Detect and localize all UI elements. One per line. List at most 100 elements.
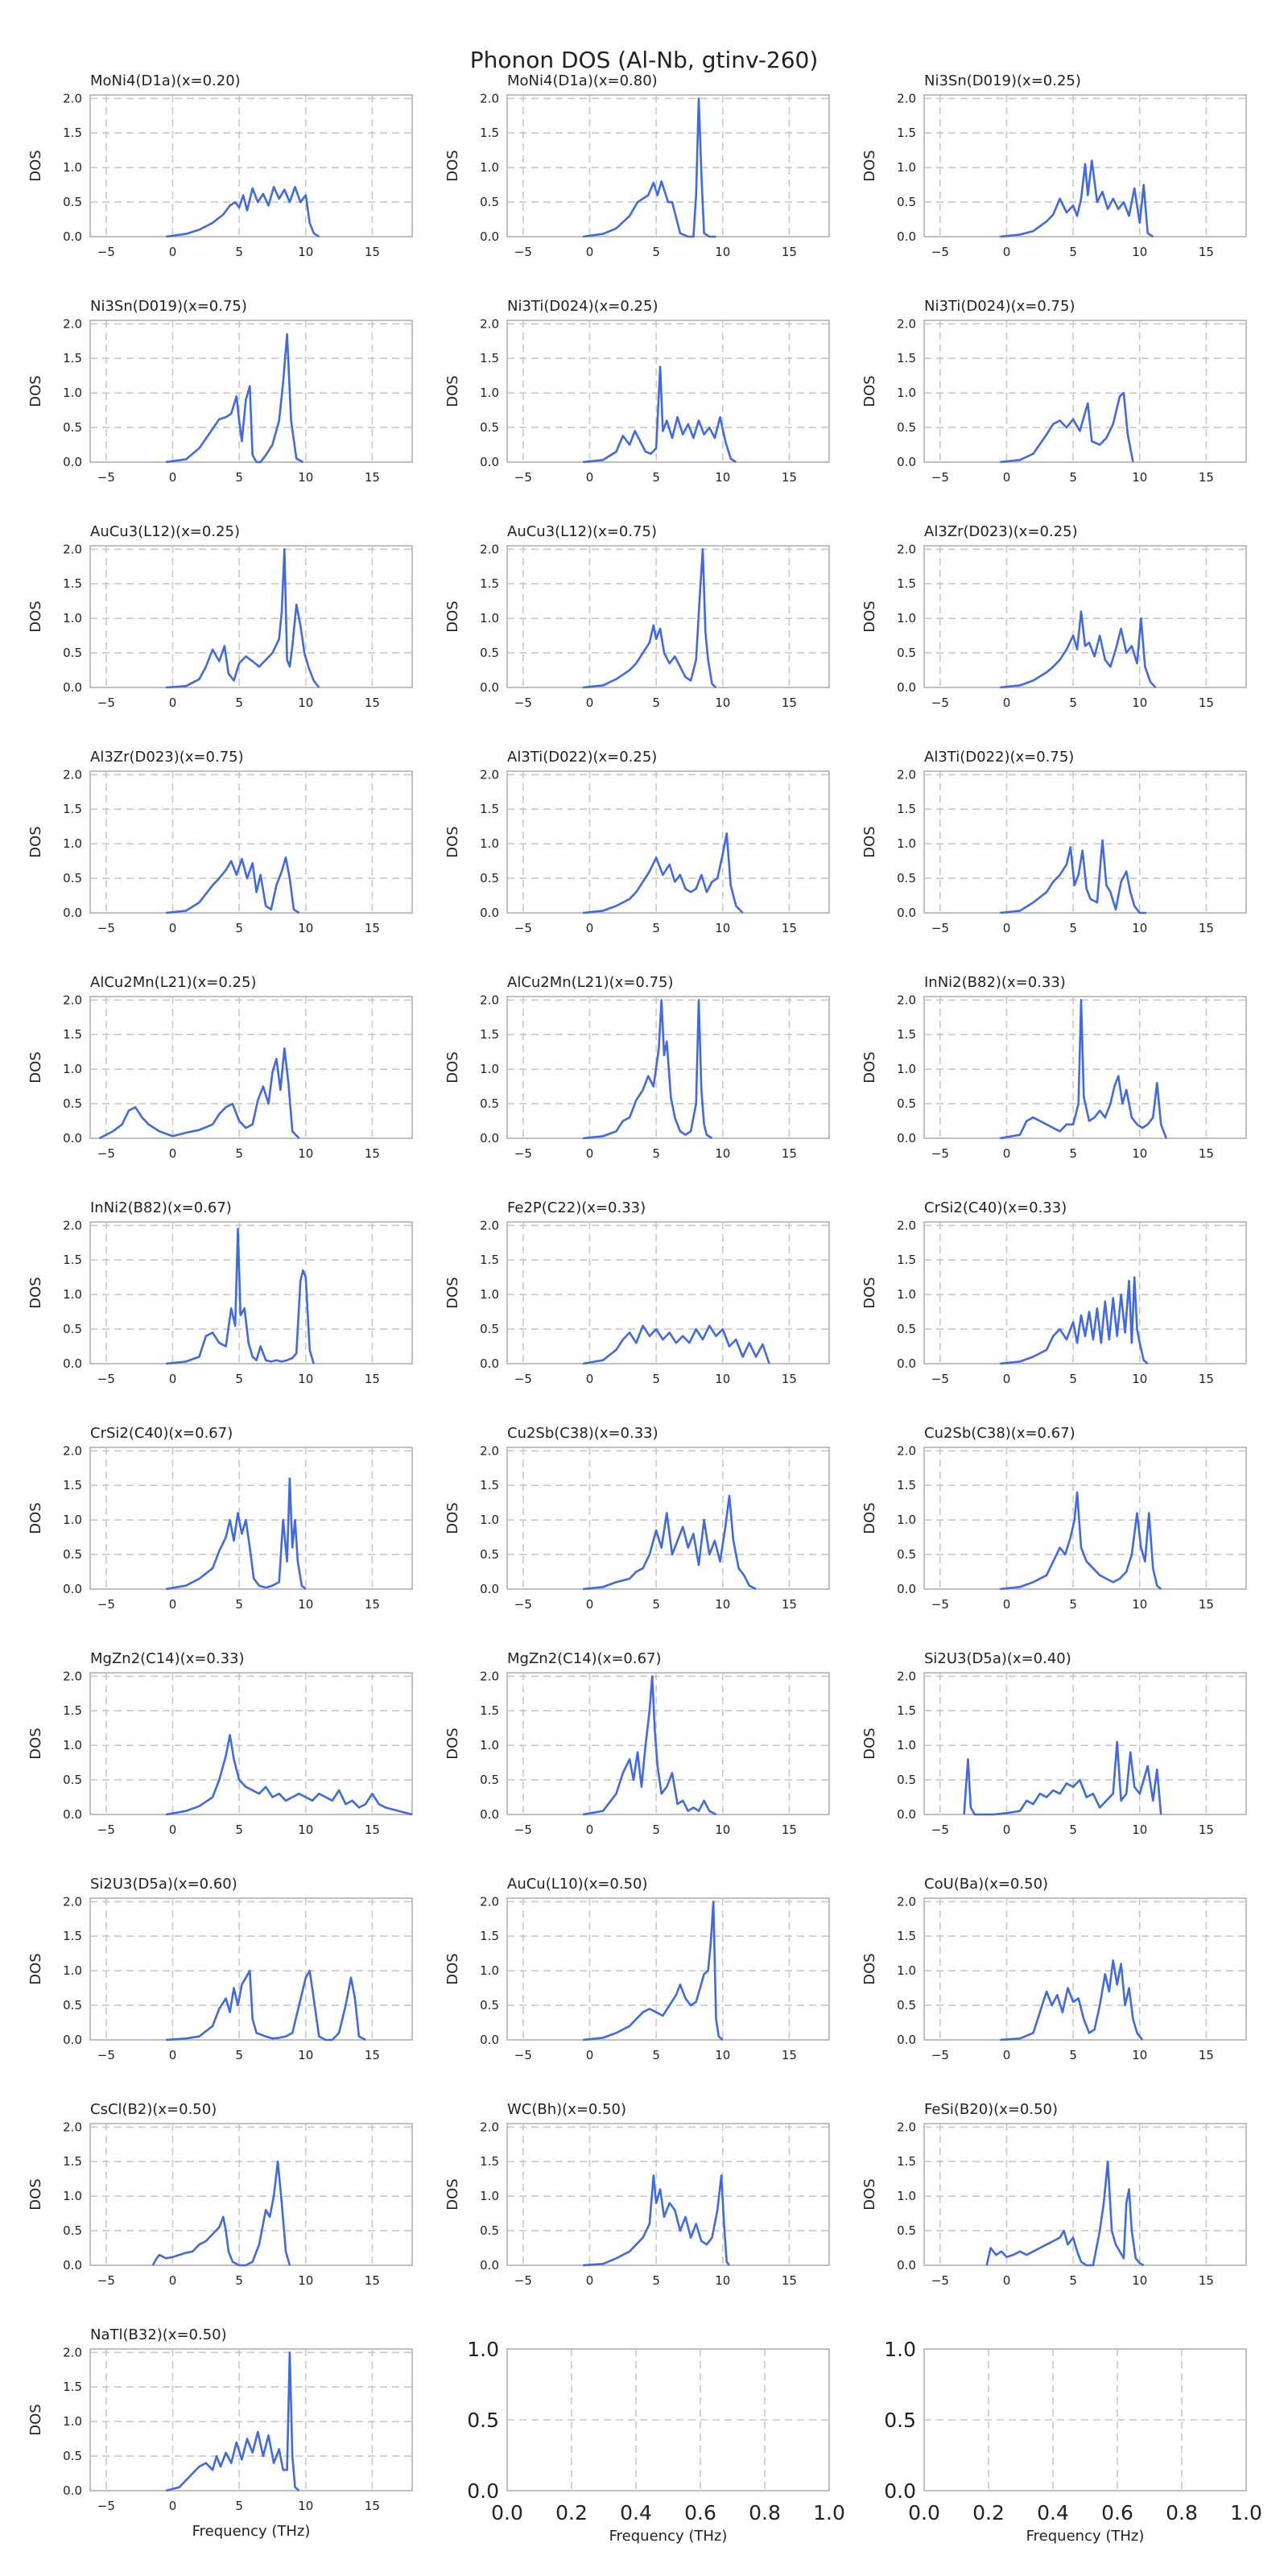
x-axis-label: Frequency (THz) bbox=[609, 2528, 728, 2545]
axes-frame bbox=[89, 545, 413, 688]
y-tick-label: 2.0 bbox=[480, 542, 499, 556]
axes-frame bbox=[506, 545, 830, 688]
axes-frame bbox=[506, 1221, 830, 1364]
y-tick-label: 0.5 bbox=[480, 1998, 499, 2013]
x-tick-label: 10 bbox=[715, 1372, 730, 1386]
y-tick-label: 1.0 bbox=[480, 611, 499, 625]
y-tick-label: 0.5 bbox=[63, 1096, 82, 1111]
y-tick-label: 0.0 bbox=[480, 1356, 499, 1371]
y-tick-label: 0.0 bbox=[63, 229, 82, 244]
y-tick-label: 0.0 bbox=[897, 1131, 916, 1146]
y-axis-label: DOS bbox=[861, 2178, 878, 2210]
x-tick-label: 0 bbox=[1003, 1372, 1011, 1386]
y-tick-label: 0.0 bbox=[480, 1131, 499, 1146]
panel: −5 0 5 10 15 0.0 0.5 1.0 1.5 2.0 DOS AuCu(L10)(x=0.… bbox=[444, 1876, 830, 2062]
panel-title: Cu2Sb(C38)(x=0.67) bbox=[924, 1425, 1075, 1442]
x-tick-label: 15 bbox=[1199, 696, 1214, 710]
panel-title: Al3Zr(D023)(x=0.75) bbox=[90, 749, 244, 766]
x-tick-label: 0 bbox=[1003, 696, 1011, 710]
axes-frame bbox=[506, 1897, 830, 2041]
x-tick-label: −5 bbox=[97, 470, 115, 485]
axes-frame bbox=[923, 545, 1247, 688]
x-tick-label: 15 bbox=[365, 921, 380, 935]
x-tick-label: 5 bbox=[1069, 1372, 1077, 1386]
x-tick-label: −5 bbox=[514, 470, 532, 485]
x-tick-label: 10 bbox=[298, 2499, 313, 2513]
panel-title: CoU(Ba)(x=0.50) bbox=[924, 1876, 1048, 1893]
x-tick-label: 5 bbox=[235, 1372, 243, 1386]
x-tick-label: −5 bbox=[97, 1146, 115, 1161]
x-tick-label: 10 bbox=[715, 470, 730, 485]
y-tick-label: 0.5 bbox=[63, 646, 82, 660]
panel: −5 0 5 10 15 0.0 0.5 1.0 1.5 2.0 DOS Si2U3(D5a)(x=0… bbox=[861, 1650, 1247, 1837]
panel-title: MgZn2(C14)(x=0.33) bbox=[90, 1650, 245, 1667]
x-tick-label: 15 bbox=[365, 1372, 380, 1386]
y-tick-label: 1.5 bbox=[63, 1929, 82, 1943]
panel-title: Ni3Sn(D019)(x=0.75) bbox=[90, 298, 247, 315]
axes-frame bbox=[923, 2348, 1247, 2491]
x-tick-label: 5 bbox=[1069, 470, 1077, 485]
y-axis-label: DOS bbox=[861, 601, 878, 632]
axes-frame bbox=[506, 1672, 830, 1815]
x-tick-label: 0 bbox=[1003, 2048, 1011, 2062]
x-tick-label: 0 bbox=[586, 696, 594, 710]
x-tick-label: 10 bbox=[298, 1146, 313, 1161]
axes-frame bbox=[89, 1447, 413, 1590]
y-tick-label: 1.0 bbox=[897, 611, 916, 625]
dos-series-line bbox=[1000, 159, 1154, 238]
x-tick-label: −5 bbox=[514, 1823, 532, 1837]
y-tick-label: 1.0 bbox=[897, 1287, 916, 1302]
y-axis-label: DOS bbox=[27, 601, 44, 632]
x-tick-label: 0 bbox=[169, 1146, 177, 1161]
y-tick-label: 0.0 bbox=[480, 455, 499, 469]
y-tick-label: 1.5 bbox=[63, 1703, 82, 1718]
y-tick-label: 2.0 bbox=[63, 1443, 82, 1458]
axes-frame bbox=[506, 2348, 830, 2491]
x-tick-label: −5 bbox=[97, 245, 115, 259]
dos-series-line bbox=[583, 832, 744, 914]
empty-axes: 0.0 0.2 0.4 0.6 0.8 1.0 0.0 0.5 1.0 Frequency (TH… bbox=[467, 2338, 845, 2545]
x-tick-label: 5 bbox=[235, 696, 243, 710]
y-axis-label: DOS bbox=[861, 1051, 878, 1083]
y-tick-label: 0.0 bbox=[63, 1131, 82, 1146]
x-tick-label: 5 bbox=[1069, 2273, 1077, 2288]
x-tick-label: 10 bbox=[1132, 1597, 1147, 1612]
x-tick-label: 5 bbox=[1069, 245, 1077, 259]
x-tick-label: 0 bbox=[1003, 1597, 1011, 1612]
x-tick-label: −5 bbox=[97, 696, 115, 710]
y-tick-label: 1.5 bbox=[480, 351, 499, 365]
axes-frame bbox=[506, 770, 830, 914]
x-tick-label: 1.0 bbox=[813, 2501, 845, 2524]
y-tick-label: 1.0 bbox=[897, 1513, 916, 1527]
x-tick-label: 10 bbox=[715, 2273, 730, 2288]
panel: −5 0 5 10 15 0.0 0.5 1.0 1.5 2.0 DOS Ni3Sn(D019)(x=… bbox=[27, 298, 413, 485]
x-tick-label: 15 bbox=[782, 1146, 797, 1161]
y-axis-label: DOS bbox=[27, 1051, 44, 1083]
y-tick-label: 1.5 bbox=[480, 2154, 499, 2169]
panel-title: InNi2(B82)(x=0.33) bbox=[924, 974, 1066, 991]
panel-title: NaTl(B32)(x=0.50) bbox=[90, 2326, 227, 2343]
panel-title: WC(Bh)(x=0.50) bbox=[507, 2101, 626, 2118]
y-tick-label: 1.0 bbox=[63, 1062, 82, 1076]
axes-frame bbox=[89, 1897, 413, 2041]
y-axis-label: DOS bbox=[861, 826, 878, 857]
x-tick-label: 0 bbox=[586, 2048, 594, 2062]
dos-series-line bbox=[582, 1324, 770, 1365]
y-axis-label: DOS bbox=[27, 150, 44, 181]
x-tick-label: 0 bbox=[586, 245, 594, 259]
x-tick-label: 15 bbox=[365, 696, 380, 710]
panel: −5 0 5 10 15 0.0 0.5 1.0 1.5 2.0 DOS MgZn2(C14)(x=0… bbox=[444, 1650, 830, 1837]
y-tick-label: 0.5 bbox=[897, 1998, 916, 2013]
x-tick-label: 5 bbox=[1069, 2048, 1077, 2062]
y-tick-label: 1.0 bbox=[63, 836, 82, 851]
y-tick-label: 0.0 bbox=[897, 455, 916, 469]
x-axis-label: Frequency (THz) bbox=[1026, 2528, 1145, 2545]
y-tick-label: 1.5 bbox=[480, 1478, 499, 1492]
panel-title: Si2U3(D5a)(x=0.40) bbox=[924, 1650, 1071, 1667]
panel: −5 0 5 10 15 0.0 0.5 1.0 1.5 2.0 DOS Si2U3(D5a)(x=0… bbox=[27, 1876, 413, 2062]
y-axis-label: DOS bbox=[861, 1502, 878, 1534]
x-tick-label: 0.4 bbox=[1037, 2501, 1069, 2524]
x-tick-label: 0 bbox=[169, 696, 177, 710]
dos-series-line bbox=[1000, 610, 1157, 689]
x-tick-label: 15 bbox=[782, 696, 797, 710]
